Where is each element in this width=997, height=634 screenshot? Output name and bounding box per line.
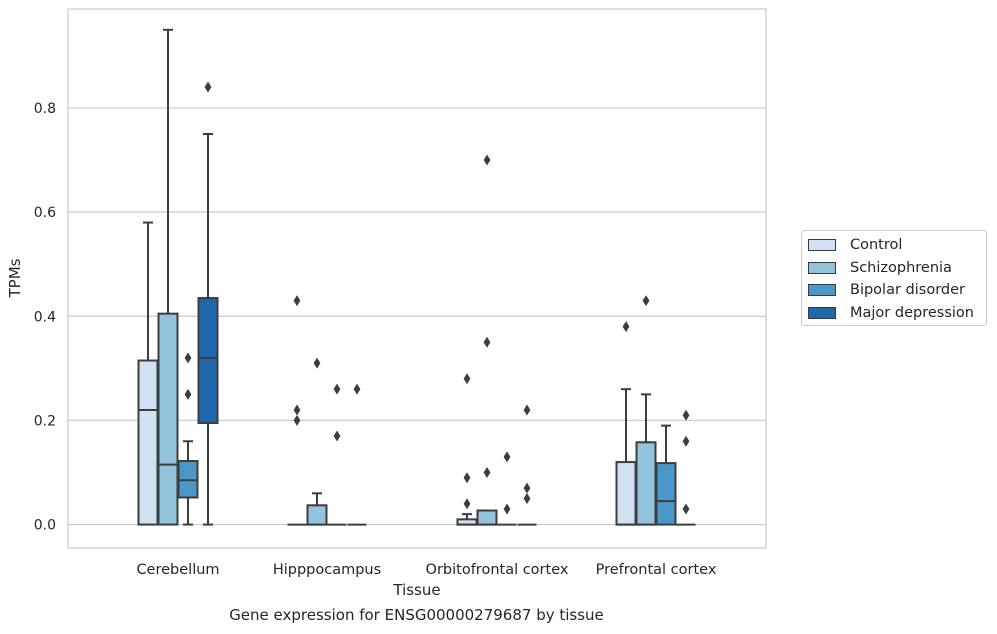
outlier-point: [523, 493, 531, 505]
outlier-point: [523, 482, 531, 494]
plot-frame: [67, 8, 767, 549]
x-axis-ticks: Cerebellum Hipppocampus Orbitofrontal cort…: [136, 562, 716, 578]
box: [157, 312, 179, 526]
outlier-point: [293, 404, 301, 416]
outlier-point: [483, 466, 491, 478]
outlier-point: [333, 430, 341, 442]
box: [655, 462, 677, 526]
legend-item-major-depression: Major depression: [808, 304, 974, 322]
outlier-point: [184, 388, 192, 400]
outlier-point: [333, 383, 341, 395]
box-group: [456, 373, 478, 526]
outlier-point: [503, 503, 511, 515]
outlier-point: [523, 404, 531, 416]
x-tick-label: Hipppocampus: [273, 562, 381, 578]
legend-item-control: Control: [808, 236, 902, 254]
box-group: [655, 424, 677, 526]
y-tick-label: 0.2: [34, 413, 56, 429]
y-tick-label: 0.8: [34, 101, 56, 117]
legend-label-bipolar-disorder: Bipolar disorder: [850, 282, 965, 298]
box-group: [197, 81, 219, 526]
legend-swatch-bipolar-disorder: [808, 284, 836, 296]
box: [476, 509, 498, 526]
outlier-point: [503, 451, 511, 463]
box-group: [615, 321, 637, 526]
box-group: [676, 409, 696, 526]
outlier-point: [483, 336, 491, 348]
outlier-point: [293, 414, 301, 426]
y-tick-label: 0.4: [34, 309, 56, 325]
legend-label-schizophrenia: Schizophrenia: [850, 260, 952, 276]
outlier-point: [463, 373, 471, 385]
box-group: [517, 404, 537, 526]
box: [615, 461, 637, 526]
legend-swatch-schizophrenia: [808, 262, 836, 274]
legend-label-control: Control: [850, 237, 903, 253]
box-group: [476, 154, 498, 526]
box: [306, 504, 328, 526]
box: [197, 297, 219, 425]
outlier-point: [682, 503, 690, 515]
legend-item-bipolar-disorder: Bipolar disorder: [808, 281, 965, 299]
x-tick-label: Orbitofrontal cortex: [426, 562, 569, 578]
box: [177, 460, 199, 499]
box: [137, 359, 159, 526]
outlier-point: [293, 295, 301, 307]
outlier-point: [682, 409, 690, 421]
outlier-point: [313, 357, 321, 369]
outlier-point: [622, 321, 630, 333]
legend: Control Schizophrenia Bipolar disorder M…: [801, 230, 987, 326]
x-tick-label: Cerebellum: [136, 562, 219, 578]
legend-swatch-major-depression: [808, 307, 836, 319]
boxes-layer: [137, 28, 696, 526]
box-group: [157, 28, 179, 526]
x-axis-label: Tissue: [392, 581, 440, 599]
legend-item-schizophrenia: Schizophrenia: [808, 259, 952, 277]
outlier-point: [184, 352, 192, 364]
outlier-point: [463, 472, 471, 484]
figure-caption: Gene expression for ENSG00000279687 by t…: [229, 606, 604, 624]
y-axis-ticks: 0.0 0.2 0.4 0.6 0.8: [34, 101, 56, 534]
box-group: [347, 383, 367, 526]
legend-label-major-depression: Major depression: [850, 305, 974, 321]
y-axis-label: TPMs: [6, 258, 24, 298]
outlier-point: [463, 498, 471, 510]
y-tick-label: 0.0: [34, 518, 56, 534]
box-group: [137, 221, 159, 526]
legend-swatch-control: [808, 239, 836, 251]
box-group: [287, 295, 307, 526]
box: [635, 441, 657, 526]
outlier-point: [483, 154, 491, 166]
box-group: [327, 383, 347, 526]
y-tick-label: 0.6: [34, 205, 56, 221]
outlier-point: [353, 383, 361, 395]
outlier-point: [682, 435, 690, 447]
box-group: [497, 451, 517, 526]
box-group: [177, 352, 199, 526]
outlier-point: [642, 295, 650, 307]
box-group: [635, 295, 657, 526]
box-group: [306, 357, 328, 526]
x-tick-label: Prefrontal cortex: [596, 562, 717, 578]
outlier-point: [204, 81, 212, 93]
